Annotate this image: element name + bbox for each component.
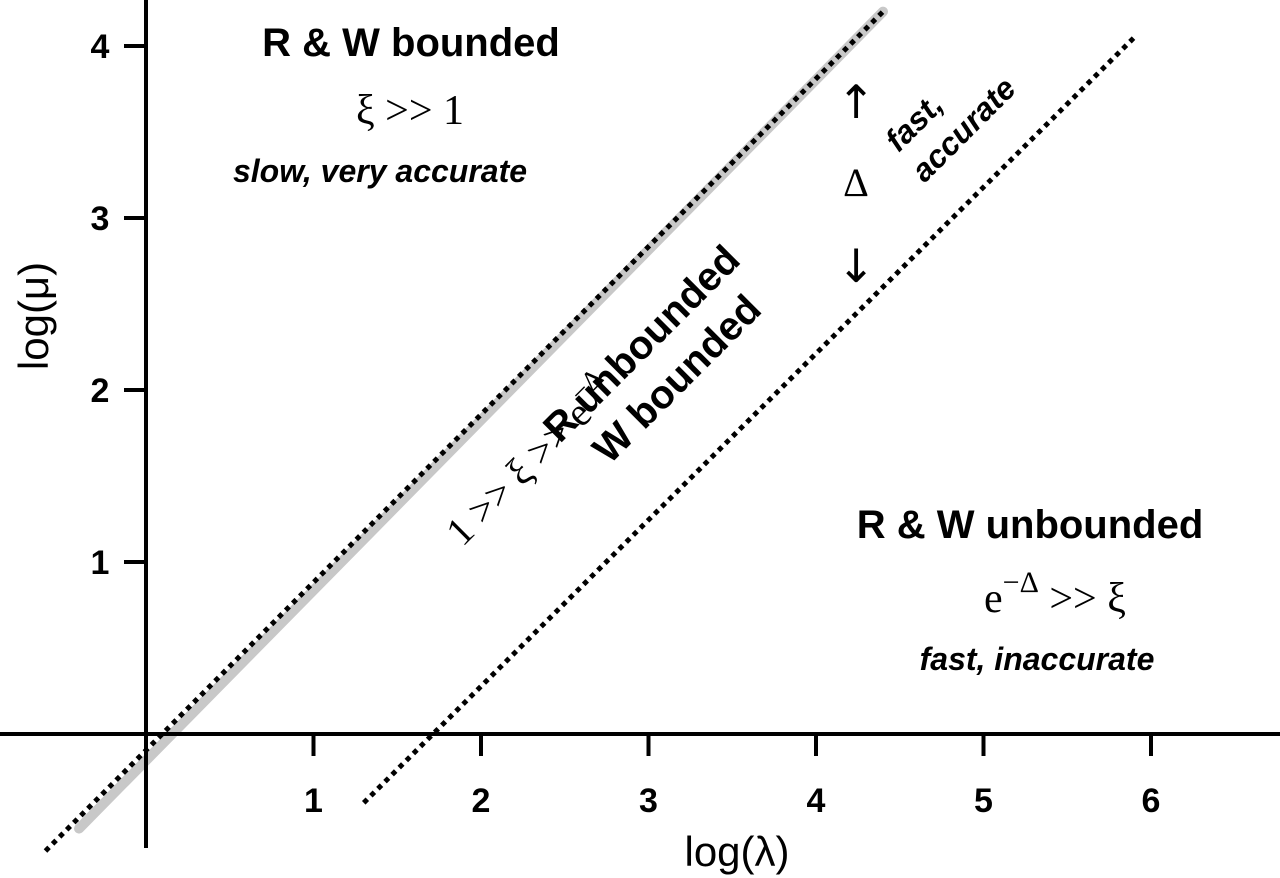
- lower-right-region-note: fast, inaccurate: [920, 641, 1155, 677]
- boundary-line-3: [361, 35, 1137, 805]
- x-tick-label-4: 4: [807, 782, 826, 820]
- upper-left-region-title: R & W bounded: [262, 21, 560, 65]
- boundary-line-2: [43, 9, 885, 853]
- lower-right-region-formula: e−Δ >> ξ: [984, 566, 1126, 622]
- y-axis-title: log(μ): [10, 262, 57, 370]
- boundary-lines: [43, 6, 1137, 853]
- delta-label: Δ: [843, 160, 869, 205]
- y-tick-label-3: 3: [91, 200, 110, 238]
- x-axis-title: log(λ): [684, 828, 789, 875]
- axis-ticks: 1 2 3 4 5 6 1 2 3 4: [91, 28, 1161, 820]
- lower-right-region-title: R & W unbounded: [857, 503, 1204, 547]
- x-tick-label-5: 5: [974, 782, 993, 820]
- arrow-down-icon: ↓: [837, 239, 876, 293]
- x-tick-label-3: 3: [639, 782, 658, 820]
- upper-left-region-formula: ξ >> 1: [356, 88, 464, 134]
- x-tick-label-2: 2: [472, 782, 491, 820]
- y-tick-label-4: 4: [91, 28, 110, 66]
- y-tick-label-2: 2: [91, 372, 110, 410]
- x-tick-label-6: 6: [1142, 782, 1161, 820]
- upper-left-region-note: slow, very accurate: [233, 153, 527, 189]
- arrow-up-icon: ↑: [837, 75, 876, 129]
- y-tick-label-1: 1: [91, 544, 110, 582]
- x-tick-label-1: 1: [304, 782, 323, 820]
- arrow-note: fast, accurate: [878, 70, 1023, 189]
